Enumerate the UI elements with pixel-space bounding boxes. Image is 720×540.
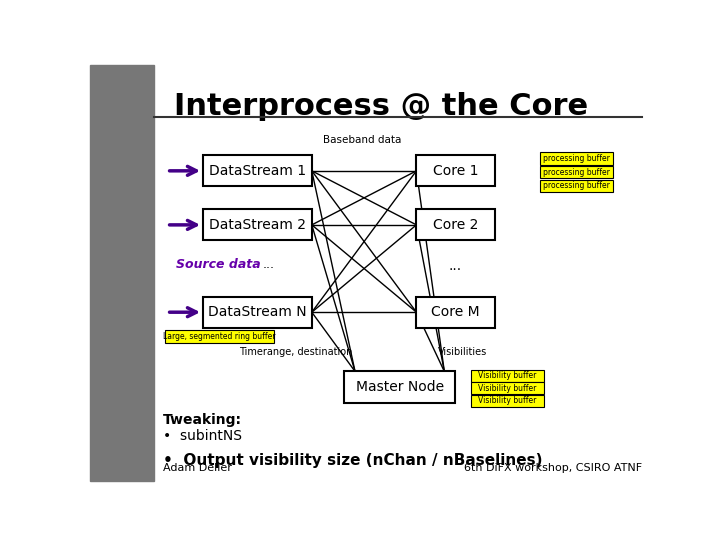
Text: Baseband data: Baseband data bbox=[323, 136, 402, 145]
Text: Master Node: Master Node bbox=[356, 380, 444, 394]
Text: processing buffer: processing buffer bbox=[543, 181, 610, 190]
Bar bbox=[203, 296, 312, 328]
Text: Visibility buffer: Visibility buffer bbox=[478, 372, 536, 380]
Bar bbox=[540, 166, 613, 178]
Text: ...: ... bbox=[263, 258, 275, 271]
Bar bbox=[540, 180, 613, 192]
Bar bbox=[416, 210, 495, 240]
Bar bbox=[540, 152, 613, 165]
Text: Core 2: Core 2 bbox=[433, 218, 478, 232]
Text: Visibility buffer: Visibility buffer bbox=[478, 384, 536, 393]
Text: Visibilities: Visibilities bbox=[438, 347, 487, 357]
Text: processing buffer: processing buffer bbox=[543, 154, 610, 163]
Bar bbox=[416, 155, 495, 186]
Text: processing buffer: processing buffer bbox=[543, 167, 610, 177]
Text: DataStream N: DataStream N bbox=[208, 305, 307, 319]
Bar bbox=[471, 370, 544, 382]
Bar bbox=[416, 296, 495, 328]
Text: Interprocess @ the Core: Interprocess @ the Core bbox=[174, 92, 588, 121]
Text: Tweaking:: Tweaking: bbox=[163, 413, 241, 427]
Text: Timerange, destination: Timerange, destination bbox=[238, 347, 352, 357]
Bar bbox=[166, 329, 274, 343]
Bar bbox=[203, 210, 312, 240]
Text: DataStream 1: DataStream 1 bbox=[209, 164, 306, 178]
Text: Core 1: Core 1 bbox=[433, 164, 478, 178]
Text: Adam Deller: Adam Deller bbox=[163, 463, 231, 473]
Text: Large, segmented ring buffer: Large, segmented ring buffer bbox=[163, 332, 276, 341]
Text: 6th DiFX workshop, CSIRO ATNF: 6th DiFX workshop, CSIRO ATNF bbox=[464, 463, 642, 473]
Bar bbox=[203, 155, 312, 186]
Text: Source data: Source data bbox=[176, 258, 261, 271]
Text: Visibility buffer: Visibility buffer bbox=[478, 396, 536, 405]
Bar bbox=[90, 65, 154, 481]
Text: ...: ... bbox=[449, 259, 462, 273]
Bar bbox=[344, 372, 456, 403]
Text: •  subintNS: • subintNS bbox=[163, 429, 241, 443]
Bar bbox=[471, 395, 544, 407]
Text: Core M: Core M bbox=[431, 305, 480, 319]
Text: •  Output visibility size (nChan / nBaselines): • Output visibility size (nChan / nBasel… bbox=[163, 453, 542, 468]
Text: DataStream 2: DataStream 2 bbox=[209, 218, 306, 232]
Bar bbox=[471, 382, 544, 394]
